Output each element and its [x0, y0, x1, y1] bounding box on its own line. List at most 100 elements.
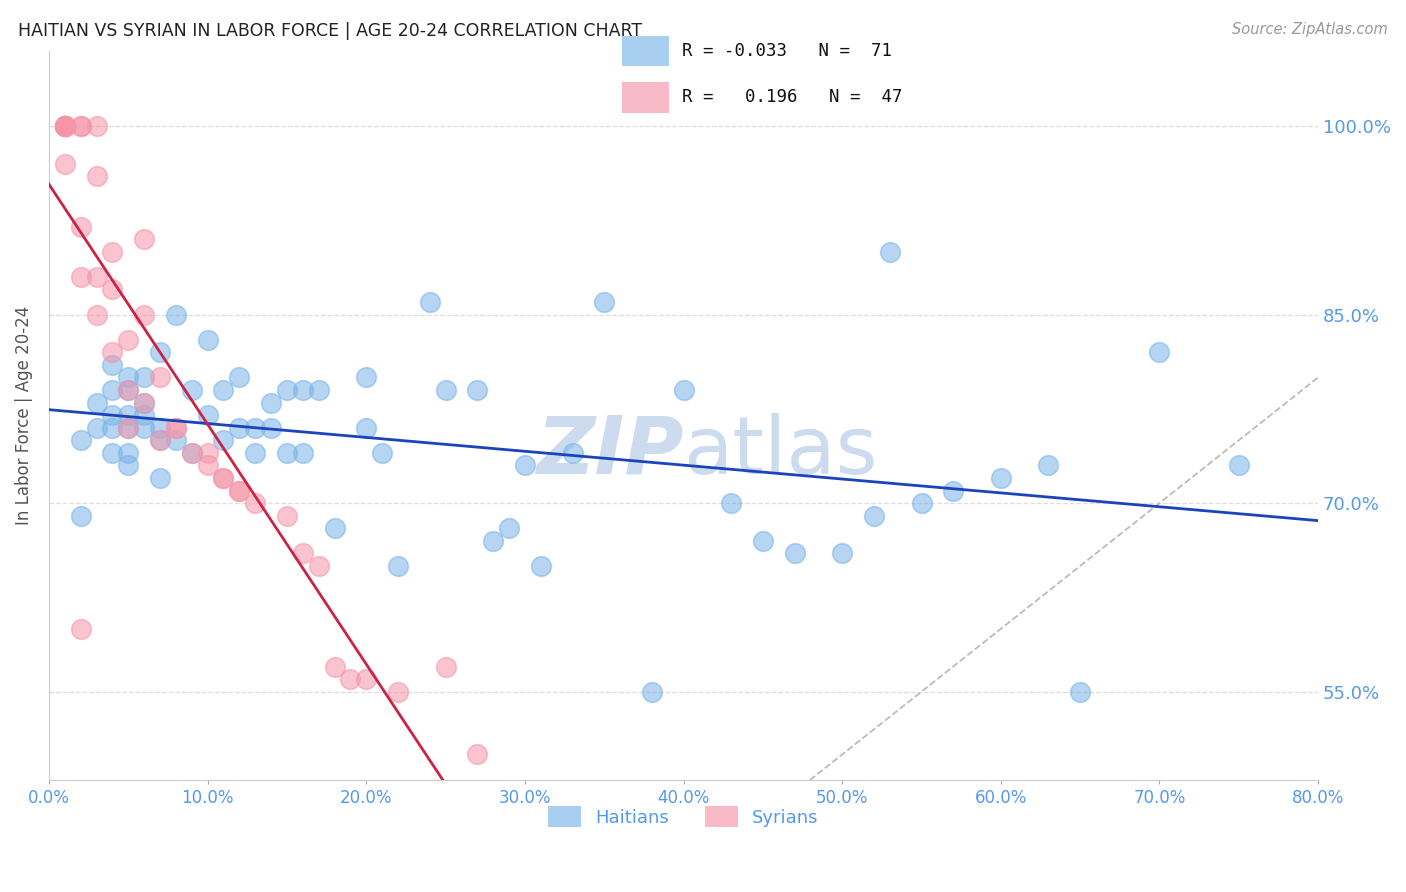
Point [942, 483, 965, 498]
Point [53, 119, 76, 133]
Point [434, 659, 457, 673]
Point [117, 420, 139, 434]
Point [863, 508, 886, 523]
Point [53, 157, 76, 171]
Text: R = -0.033   N =  71: R = -0.033 N = 71 [682, 42, 893, 60]
Point [260, 395, 283, 409]
Point [69, 622, 91, 636]
Point [245, 420, 267, 434]
Point [86, 395, 108, 409]
Point [228, 420, 250, 434]
Point [134, 420, 156, 434]
Point [101, 283, 124, 297]
Bar [621, 36, 669, 66]
Text: Source: ZipAtlas.com: Source: ZipAtlas.com [1232, 22, 1388, 37]
Point [197, 446, 219, 460]
Text: atlas: atlas [683, 413, 877, 491]
Point [308, 558, 330, 573]
Point [101, 420, 124, 434]
Point [149, 434, 172, 448]
Point [212, 434, 235, 448]
Point [101, 383, 124, 397]
Point [434, 383, 457, 397]
Point [101, 358, 124, 372]
Point [990, 471, 1012, 485]
Point [245, 496, 267, 510]
Point [356, 420, 378, 434]
Point [165, 420, 187, 434]
Point [276, 446, 298, 460]
Point [245, 446, 267, 460]
Point [180, 383, 202, 397]
Point [117, 408, 139, 422]
Point [149, 434, 172, 448]
Point [53, 119, 76, 133]
Point [134, 395, 156, 409]
Point [323, 659, 346, 673]
Point [101, 345, 124, 359]
Point [134, 232, 156, 246]
Point [117, 458, 139, 473]
Point [498, 521, 520, 535]
Point [831, 546, 853, 560]
Point [134, 370, 156, 384]
Bar [621, 82, 669, 112]
Point [134, 408, 156, 422]
Point [323, 521, 346, 535]
Point [1038, 458, 1060, 473]
Point [86, 269, 108, 284]
Point [53, 119, 76, 133]
Point [228, 483, 250, 498]
Point [291, 446, 314, 460]
Point [165, 434, 187, 448]
Point [720, 496, 742, 510]
Text: ZIP: ZIP [536, 413, 683, 491]
Point [117, 420, 139, 434]
Point [752, 533, 775, 548]
Point [101, 408, 124, 422]
Point [197, 408, 219, 422]
Point [180, 446, 202, 460]
Point [117, 333, 139, 347]
Point [212, 471, 235, 485]
Point [69, 434, 91, 448]
Point [356, 370, 378, 384]
Point [165, 308, 187, 322]
Point [879, 244, 901, 259]
Point [291, 383, 314, 397]
Point [212, 471, 235, 485]
Point [228, 483, 250, 498]
Point [356, 672, 378, 686]
Point [69, 219, 91, 234]
Point [69, 119, 91, 133]
Point [1227, 458, 1250, 473]
Point [228, 370, 250, 384]
Point [86, 119, 108, 133]
Point [117, 446, 139, 460]
Point [134, 308, 156, 322]
Point [672, 383, 695, 397]
Point [260, 420, 283, 434]
Point [371, 446, 394, 460]
Point [117, 383, 139, 397]
Point [69, 269, 91, 284]
Point [69, 119, 91, 133]
Point [513, 458, 536, 473]
Point [387, 684, 409, 698]
Point [117, 370, 139, 384]
Point [308, 383, 330, 397]
Point [212, 383, 235, 397]
Point [197, 458, 219, 473]
Point [53, 119, 76, 133]
Point [197, 333, 219, 347]
Point [465, 747, 488, 762]
Point [339, 672, 361, 686]
Point [276, 508, 298, 523]
Point [561, 446, 583, 460]
Point [593, 295, 616, 310]
Point [53, 119, 76, 133]
Point [149, 420, 172, 434]
Point [910, 496, 932, 510]
Point [53, 119, 76, 133]
Text: R =   0.196   N =  47: R = 0.196 N = 47 [682, 88, 903, 106]
